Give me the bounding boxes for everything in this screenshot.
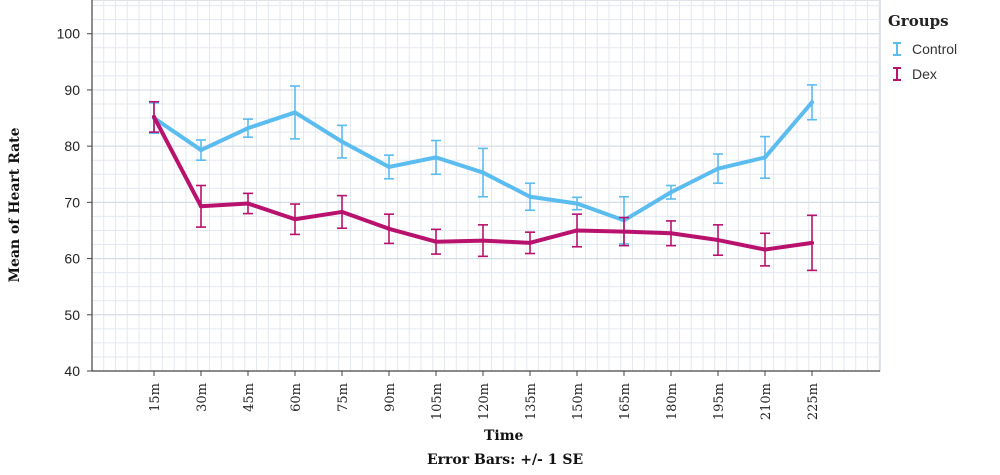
series-dex — [149, 100, 817, 272]
data-point — [763, 155, 767, 160]
y-axis-label: Mean of Heart Rate — [7, 127, 23, 282]
x-tick-label: 45m — [242, 383, 257, 412]
x-tick-label: 225m — [806, 383, 821, 420]
x-tick-label: 90m — [383, 383, 398, 412]
axes — [87, 0, 880, 376]
data-point — [434, 155, 438, 160]
data-point — [810, 240, 814, 245]
error-bar-icon — [893, 66, 901, 81]
x-tick-label: 150m — [571, 383, 586, 420]
data-point — [387, 164, 391, 169]
x-tick-label: 180m — [665, 383, 680, 420]
x-tick-label: 120m — [477, 383, 492, 420]
data-point — [763, 247, 767, 252]
data-point — [293, 217, 297, 222]
legend-item-dex: Dex — [888, 61, 957, 86]
data-point — [434, 239, 438, 244]
x-tick-label: 165m — [618, 383, 633, 420]
x-axis-label: Time — [484, 428, 524, 444]
x-tick-label: 210m — [759, 383, 774, 420]
error-bar-icon — [893, 41, 901, 56]
x-tick-label: 60m — [289, 383, 304, 412]
y-tick-label: 50 — [64, 307, 80, 323]
y-tick-label: 100 — [57, 26, 81, 42]
x-tick-label: 30m — [195, 383, 210, 412]
y-tick-label: 90 — [64, 82, 80, 98]
data-point — [669, 190, 673, 195]
data-point — [669, 231, 673, 236]
data-point — [810, 100, 814, 105]
y-tick-label: 40 — [64, 363, 80, 379]
footnote: Error Bars: +/- 1 SE — [427, 452, 584, 468]
grid — [91, 0, 881, 372]
series-control — [149, 84, 817, 245]
data-point — [340, 139, 344, 144]
data-point — [246, 201, 250, 206]
x-tick-label: 135m — [524, 383, 539, 420]
data-point — [199, 204, 203, 209]
y-tick-label: 70 — [64, 194, 80, 210]
data-point — [387, 226, 391, 231]
series — [149, 84, 817, 272]
data-point — [293, 110, 297, 115]
x-tick-label: 105m — [430, 383, 445, 420]
data-point — [152, 114, 156, 119]
data-point — [575, 201, 579, 206]
x-tick-label: 15m — [148, 383, 163, 412]
data-point — [246, 126, 250, 131]
legend-item-control: Control — [888, 36, 957, 61]
y-tick-labels: 40 50 60 70 80 90 100 — [57, 26, 81, 379]
data-point — [199, 148, 203, 153]
x-tick-label: 195m — [712, 383, 727, 420]
data-point — [340, 209, 344, 214]
x-tick-label: 75m — [336, 383, 351, 412]
data-point — [716, 238, 720, 243]
legend-title: Groups — [888, 12, 949, 30]
x-tick-labels: 15m 30m 45m 60m 75m 90m 105m 120m 135m 150m 165m 18… — [148, 383, 821, 420]
data-point — [528, 240, 532, 245]
data-point — [575, 228, 579, 233]
data-point — [622, 229, 626, 234]
data-point — [716, 166, 720, 171]
data-point — [528, 194, 532, 199]
y-tick-label: 80 — [64, 138, 80, 154]
data-point — [481, 238, 485, 243]
legend-label-dex: Dex — [912, 65, 937, 82]
legend-label-control: Control — [912, 40, 958, 57]
y-tick-label: 60 — [64, 251, 80, 267]
data-point — [481, 170, 485, 175]
legend: Groups Control Dex — [888, 12, 957, 86]
